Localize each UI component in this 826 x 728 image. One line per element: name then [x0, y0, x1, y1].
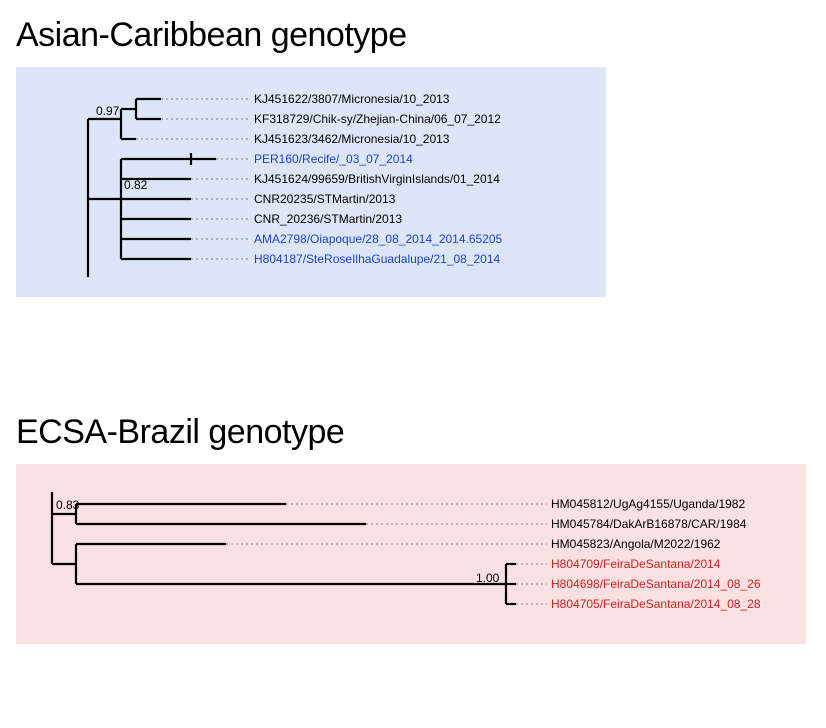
asian-panel: 0.97 0.82 KJ451622/3807/Micronesia/10_20… [16, 67, 606, 297]
ecsa-guides [226, 504, 547, 604]
asian-taxon-0: KJ451622/3807/Micronesia/10_2013 [254, 92, 450, 106]
ecsa-support-0: 0.83 [56, 498, 80, 512]
page: Asian-Caribbean genotype [0, 0, 826, 716]
asian-taxon-4: KJ451624/99659/BritishVirginIslands/01_2… [254, 172, 500, 186]
ecsa-title: ECSA-Brazil genotype [16, 413, 810, 452]
asian-title: Asian-Caribbean genotype [16, 16, 810, 55]
asian-tree-svg: 0.97 0.82 KJ451622/3807/Micronesia/10_20… [16, 67, 606, 297]
ecsa-taxon-5: H804705/FeiraDeSantana/2014_08_28 [551, 597, 761, 611]
asian-taxon-2: KJ451623/3462/Micronesia/10_2013 [254, 132, 450, 146]
asian-taxon-7: AMA2798/Oiapoque/28_08_2014_2014.65205 [254, 232, 503, 246]
asian-taxon-5: CNR20235/STMartin/2013 [254, 192, 396, 206]
asian-support-0: 0.97 [96, 104, 120, 118]
ecsa-panel: 0.83 1.00 HM045812/UgAg4155/Uganda/1982 … [16, 464, 806, 644]
ecsa-taxon-2: HM045823/Angola/M2022/1962 [551, 537, 721, 551]
ecsa-support-1: 1.00 [476, 571, 500, 585]
ecsa-taxon-1: HM045784/DakArB16878/CAR/1984 [551, 517, 747, 531]
asian-taxon-3: PER160/Recife/_03_07_2014 [254, 152, 413, 166]
asian-taxon-6: CNR_20236/STMartin/2013 [254, 212, 402, 226]
ecsa-taxon-4: H804698/FeiraDeSantana/2014_08_26 [551, 577, 761, 591]
asian-taxon-1: KF318729/Chik-sy/Zhejian-China/06_07_201… [254, 112, 501, 126]
asian-taxon-8: H804187/SteRoseIlhaGuadalupe/21_08_2014 [254, 252, 501, 266]
ecsa-tree-svg: 0.83 1.00 HM045812/UgAg4155/Uganda/1982 … [16, 464, 806, 644]
asian-support-1: 0.82 [124, 178, 148, 192]
section-spacer [16, 345, 810, 405]
ecsa-taxon-3: H804709/FeiraDeSantana/2014 [551, 557, 721, 571]
ecsa-taxon-0: HM045812/UgAg4155/Uganda/1982 [551, 497, 745, 511]
